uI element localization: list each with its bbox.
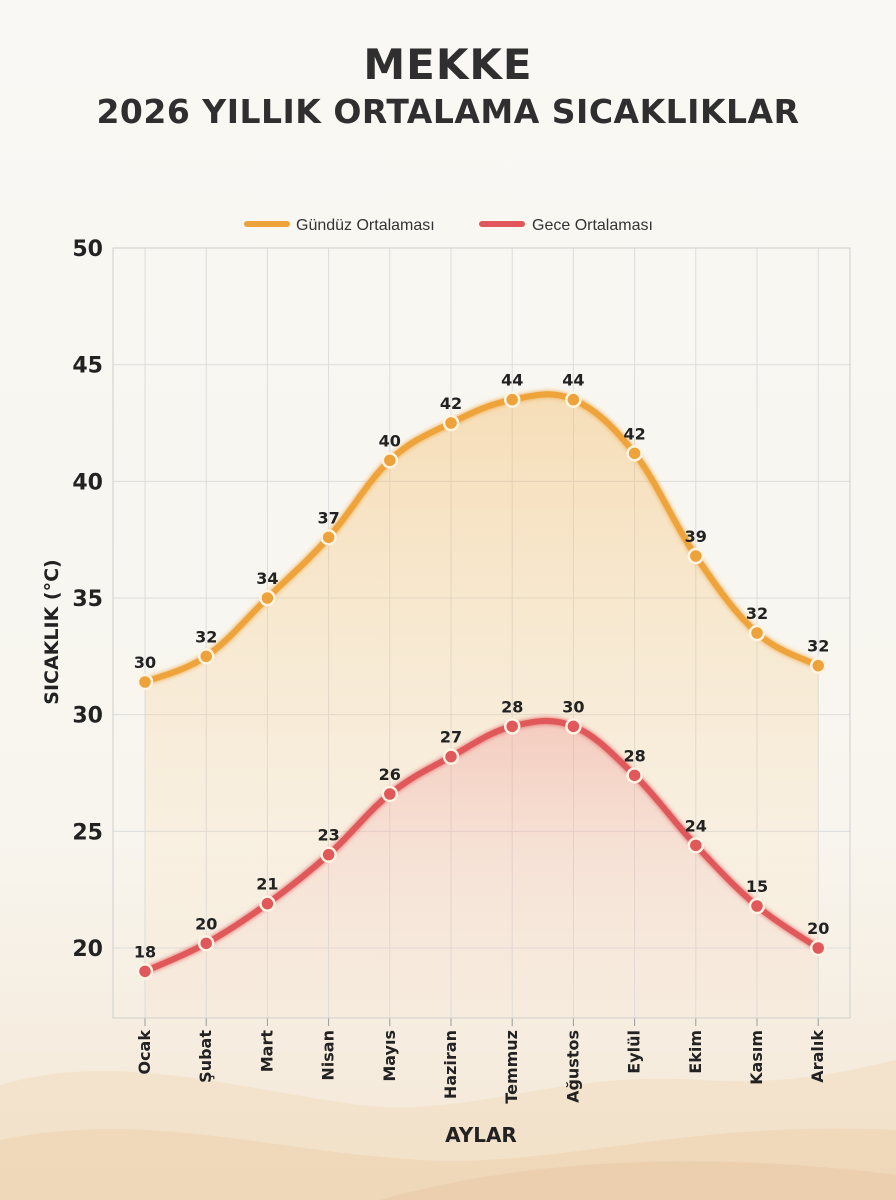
day-data-label: 42 (623, 424, 645, 443)
night-point (320, 846, 337, 863)
night-point (748, 897, 766, 915)
day-point (809, 657, 827, 674)
y-axis-label: SICAKLIK (°C) (41, 559, 63, 704)
day-point (626, 445, 643, 462)
y-axis-ticks: 20 25 30 35 40 45 50 (72, 237, 103, 962)
day-data-label: 32 (746, 604, 768, 623)
chart-title: MEKKE (363, 40, 533, 89)
y-tick-label: 45 (72, 354, 103, 379)
day-data-label: 30 (134, 653, 156, 672)
x-tick-label: Kasım (747, 1030, 766, 1085)
day-data-label: 40 (379, 431, 401, 450)
y-tick-label: 50 (72, 237, 103, 262)
day-point (136, 673, 154, 691)
day-point (687, 547, 705, 565)
day-data-label: 42 (440, 394, 462, 413)
y-tick-label: 25 (72, 820, 103, 845)
night-point (381, 785, 399, 803)
day-point (381, 452, 399, 469)
day-data-label: 44 (501, 371, 523, 390)
day-point (442, 414, 460, 432)
x-tick-label: Nisan (319, 1030, 338, 1081)
dunes-decoration (0, 1060, 896, 1200)
y-tick-label: 35 (72, 587, 103, 612)
y-tick-label: 30 (72, 704, 103, 729)
night-data-label: 20 (195, 914, 217, 933)
area-fills (145, 394, 819, 1018)
x-tick-label: Ağustos (563, 1030, 582, 1103)
x-axis-ticks: Ocak Şubat Mart Nisan Mayıs Haziran Temmuz Ağus… (135, 1030, 827, 1104)
night-point (565, 718, 582, 735)
x-tick-label: Eylül (625, 1030, 644, 1074)
day-data-label: 44 (562, 371, 584, 390)
x-tick-label: Haziran (441, 1030, 460, 1099)
x-axis-label: AYLAR (445, 1123, 517, 1147)
day-data-label: 37 (317, 508, 339, 527)
night-data-label: 24 (685, 816, 707, 835)
legend: Gündüz Ortalaması Gece Ortalaması (244, 217, 653, 234)
night-data-label: 21 (256, 875, 278, 894)
day-data-label: 32 (195, 627, 217, 646)
day-point (197, 648, 215, 665)
day-point (565, 391, 582, 408)
night-data-label: 15 (746, 877, 768, 896)
day-point (259, 589, 276, 607)
day-data-label: 39 (685, 527, 707, 546)
legend-day-label: Gündüz Ortalaması (296, 217, 435, 234)
data-labels: 30 32 34 37 40 42 44 44 42 39 32 32 18 20 21 23 26 27 28 30… (134, 371, 829, 962)
series-points (136, 391, 827, 980)
x-tick-label: Şubat (196, 1030, 215, 1083)
night-data-label: 28 (501, 697, 523, 716)
y-tick-label: 20 (72, 937, 103, 962)
legend-night-label: Gece Ortalaması (532, 217, 653, 234)
night-point (503, 718, 521, 735)
day-data-label: 34 (256, 569, 278, 588)
night-point (197, 935, 215, 952)
night-point (136, 963, 154, 980)
night-data-label: 30 (562, 697, 584, 716)
day-data-label: 32 (807, 637, 829, 656)
night-data-label: 27 (440, 728, 462, 747)
x-tick-label: Ocak (135, 1030, 154, 1075)
night-data-label: 20 (807, 919, 829, 938)
night-point (626, 767, 643, 784)
night-point (442, 748, 460, 765)
night-point (687, 837, 705, 854)
night-data-label: 28 (623, 746, 645, 765)
night-data-label: 26 (379, 765, 401, 784)
x-tick-label: Temmuz (502, 1030, 521, 1104)
x-tick-label: Ekim (686, 1030, 705, 1074)
x-tick-label: Mayıs (380, 1030, 399, 1082)
night-point (259, 895, 276, 912)
day-point (503, 391, 521, 408)
night-data-label: 23 (317, 826, 339, 845)
day-point (320, 529, 337, 546)
day-point (748, 624, 766, 642)
y-tick-label: 40 (72, 470, 103, 495)
night-point (809, 939, 827, 957)
x-tick-label: Aralık (808, 1030, 827, 1083)
chart-subtitle: 2026 YILLIK ORTALAMA SICAKLIKLAR (96, 92, 800, 131)
x-tick-label: Mart (257, 1030, 276, 1073)
night-data-label: 18 (134, 942, 156, 961)
